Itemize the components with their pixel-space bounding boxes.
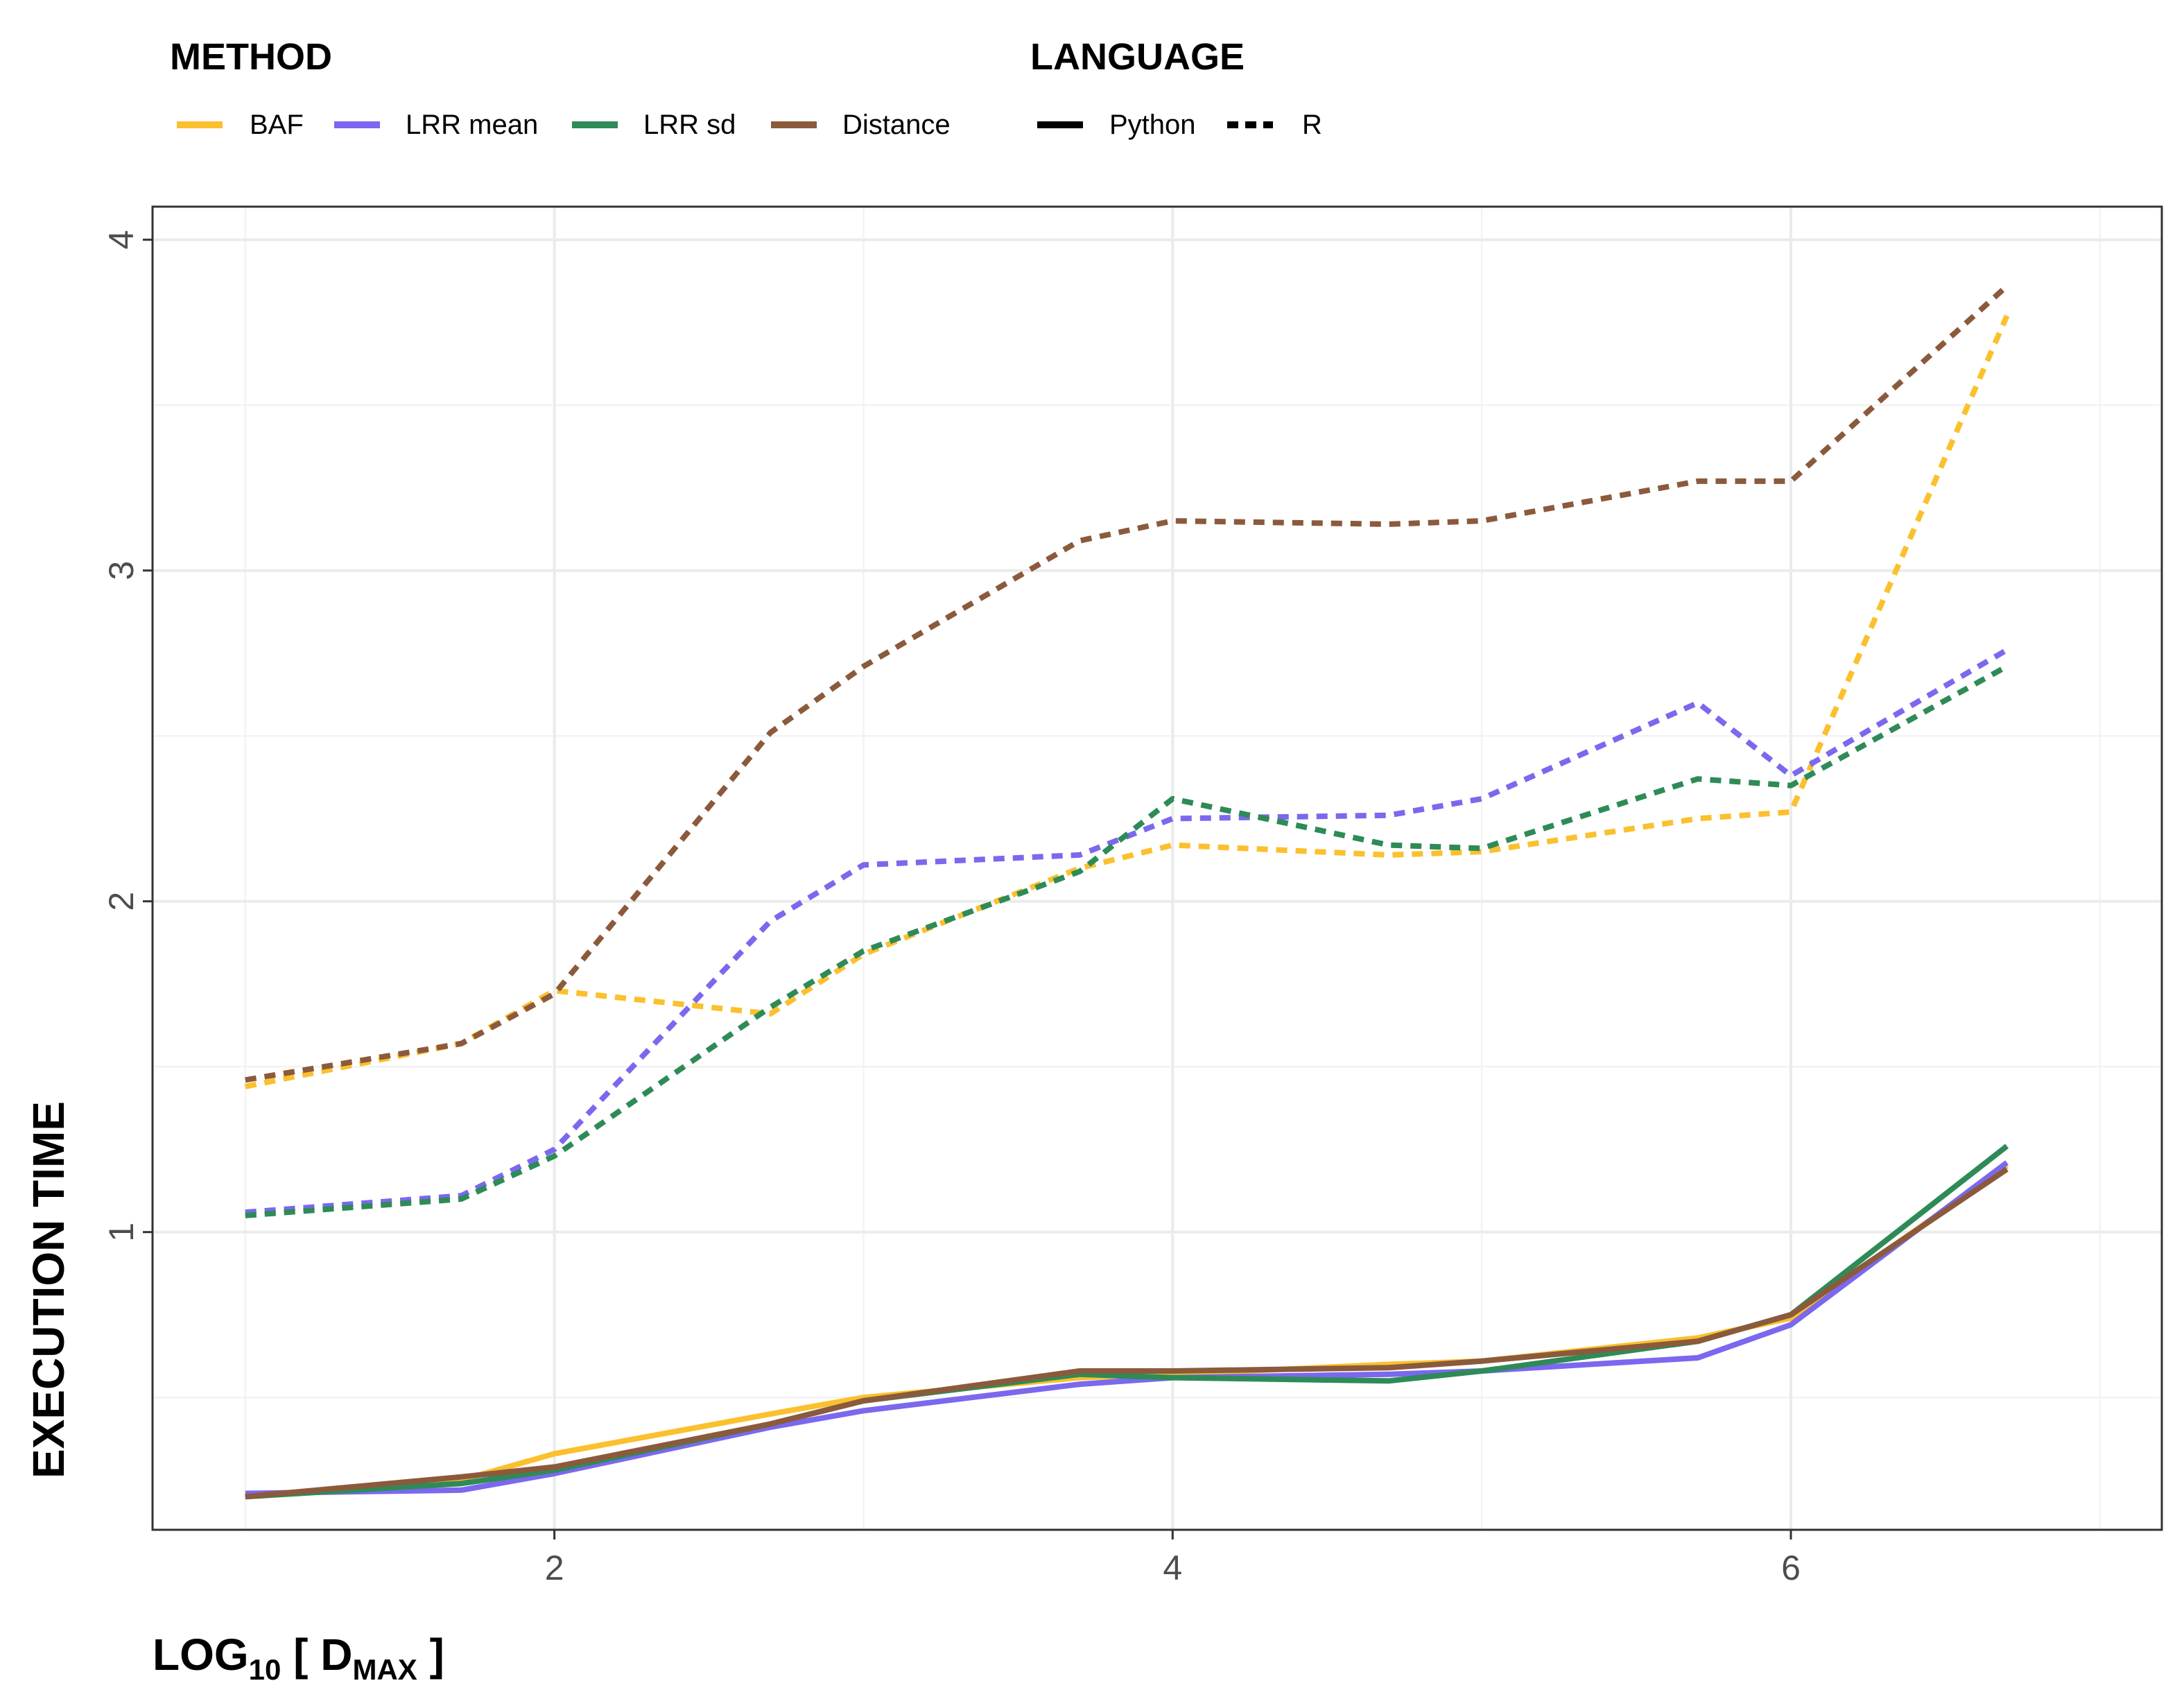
legend-title-language: LANGUAGE — [1030, 36, 1245, 78]
plot-panel — [151, 205, 2163, 1531]
legend-label-method: BAF — [250, 110, 304, 140]
y-tick-label: 1 — [102, 1223, 141, 1242]
grid-minor — [153, 207, 2162, 1530]
legend-language-items: Python R — [1037, 110, 1322, 140]
legend-method-items: BAF LRR mean LRR sd Distance — [177, 110, 951, 140]
panel-border — [151, 205, 2163, 1531]
series-line-lrr-mean-python — [245, 1160, 2009, 1497]
y-tick-label: 3 — [102, 561, 141, 580]
x-axis: 2 4 6 — [545, 1530, 1801, 1587]
x-tick-label: 4 — [1163, 1549, 1182, 1587]
series-layer — [245, 284, 2010, 1500]
legend-label-language: R — [1302, 110, 1322, 140]
x-tick-label: 6 — [1781, 1549, 1801, 1587]
y-axis: 1 2 3 4 — [102, 230, 153, 1242]
x-axis-title-bracket-close: ] — [417, 1630, 444, 1680]
x-axis-title-sub: 10 — [249, 1653, 281, 1686]
x-axis-title: LOG10 [ DMAX ] — [153, 1630, 444, 1686]
grid-major — [153, 207, 2162, 1530]
legend-title-method: METHOD — [170, 36, 332, 78]
y-axis-title: EXECUTION TIME — [24, 1101, 73, 1478]
x-axis-title-main: LOG — [153, 1630, 249, 1680]
legend-label-method: Distance — [842, 110, 951, 140]
legend-label-method: LRR mean — [406, 110, 538, 140]
legend-label-language: Python — [1109, 110, 1196, 140]
x-tick-label: 2 — [545, 1549, 564, 1587]
series-line-distance-r — [245, 284, 2009, 1083]
x-axis-title-bracket-open: [ D — [281, 1630, 352, 1680]
panel-background — [153, 207, 2162, 1530]
x-axis-title-sub2: MAX — [352, 1653, 417, 1686]
legend-label-method: LRR sd — [643, 110, 736, 140]
y-tick-label: 2 — [102, 892, 141, 911]
series-line-lrr-sd-r — [245, 664, 2009, 1218]
legend: METHOD BAF LRR mean LRR sd Distance LANGUAG… — [170, 36, 1322, 140]
series-line-distance-python — [245, 1166, 2009, 1500]
series-line-baf-r — [245, 314, 2010, 1089]
y-tick-label: 4 — [102, 230, 141, 250]
